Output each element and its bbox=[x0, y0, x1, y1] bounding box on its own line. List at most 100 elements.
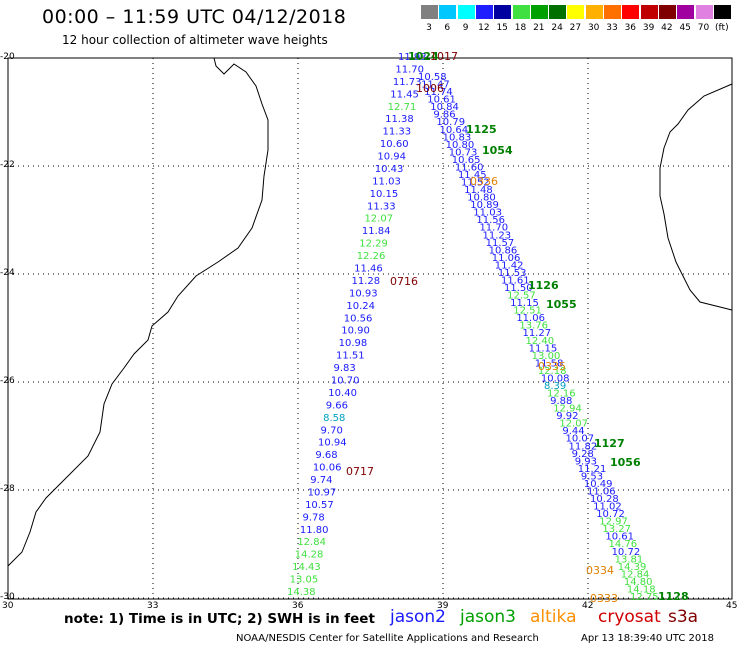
track-value: 10.06 bbox=[313, 463, 342, 474]
lat-label: -28 bbox=[0, 484, 15, 494]
track-value: 9.74 bbox=[310, 475, 332, 486]
track-value: 8.58 bbox=[323, 413, 345, 424]
scale-label: 3 bbox=[426, 23, 432, 33]
track-value: 11.15 bbox=[529, 343, 558, 354]
track-value: 1055 bbox=[546, 298, 577, 311]
satellite-label: altika bbox=[530, 607, 577, 627]
track-value: 10.60 bbox=[380, 139, 409, 150]
track-value: 11.57 bbox=[486, 238, 515, 249]
track-value: 9.44 bbox=[562, 426, 584, 437]
track-value: 14.18 bbox=[627, 584, 656, 595]
track-value: 1054 bbox=[482, 144, 513, 157]
track-value: 14.76 bbox=[608, 539, 637, 550]
track-value: 10.98 bbox=[339, 338, 368, 349]
scale-swatch bbox=[658, 5, 676, 19]
track-value: 10.93 bbox=[349, 288, 378, 299]
track-value: 10.79 bbox=[436, 117, 465, 128]
track-value: 10.86 bbox=[489, 245, 518, 256]
lat-label: -30 bbox=[0, 592, 15, 602]
track-value: 10.72 bbox=[612, 547, 641, 558]
track-value: 1127 bbox=[594, 437, 625, 450]
footer-note: note: 1) Time is in UTC; 2) SWH is in fe… bbox=[64, 611, 375, 627]
track-value: 10.65 bbox=[452, 155, 481, 166]
track-value: 11.82 bbox=[569, 441, 598, 452]
track-labels: 11.9311.7011.7311.4512.7111.3811.3310.60… bbox=[287, 50, 689, 605]
track-value: 10.61 bbox=[427, 95, 456, 106]
scale-label: 6 bbox=[444, 23, 451, 33]
track-value: 11.45 bbox=[390, 89, 419, 100]
track-value: 14.80 bbox=[624, 577, 653, 588]
track-value: 1024 bbox=[408, 50, 439, 63]
madagascar-coastline bbox=[659, 83, 733, 311]
track-value: 12.57 bbox=[507, 291, 536, 302]
scale-swatch bbox=[695, 5, 713, 19]
track-value: 11.61 bbox=[501, 275, 530, 286]
track-value: 11.38 bbox=[385, 114, 414, 125]
track-value: 12.40 bbox=[526, 336, 555, 347]
track-value: 11.46 bbox=[354, 264, 383, 275]
lat-label: -22 bbox=[0, 160, 15, 170]
track-value: 12.29 bbox=[359, 239, 388, 250]
track-value: 11.93 bbox=[398, 52, 427, 63]
lon-label: 45 bbox=[726, 601, 738, 611]
lon-label: 42 bbox=[582, 601, 594, 611]
track-value: 11.27 bbox=[522, 328, 551, 339]
scale-label: 12 bbox=[478, 23, 490, 33]
track-value: 11.33 bbox=[367, 201, 396, 212]
map-title: 00:00 – 11:59 UTC 04/12/2018 bbox=[42, 6, 347, 28]
satellite-label: s3a bbox=[668, 607, 699, 627]
track-value: 1126 bbox=[528, 279, 559, 292]
track-value: 12.97 bbox=[599, 517, 628, 528]
scale-swatch bbox=[567, 5, 585, 19]
track-value: 1006 bbox=[416, 82, 444, 95]
lat-label: -26 bbox=[0, 376, 15, 386]
scale-swatch bbox=[457, 5, 475, 19]
track-value: 10.43 bbox=[375, 164, 404, 175]
track-value: 10.57 bbox=[305, 500, 334, 511]
track-value: 11.03 bbox=[372, 176, 401, 187]
track-value: 11.45 bbox=[458, 170, 487, 181]
track-value: 13.81 bbox=[615, 554, 644, 565]
track-value: 11.03 bbox=[473, 208, 502, 219]
track-value: 9.28 bbox=[572, 449, 594, 460]
track-value: 11.73 bbox=[393, 77, 422, 88]
track-value: 14.28 bbox=[295, 550, 324, 561]
lon-label: 30 bbox=[2, 601, 14, 611]
track-value: 0333 bbox=[590, 592, 618, 605]
track-value: 12.51 bbox=[513, 306, 542, 317]
track-value: 0335 bbox=[538, 360, 566, 373]
track-value: 11.84 bbox=[362, 226, 391, 237]
track-value: 10.08 bbox=[541, 373, 570, 384]
track-value: 11.58 bbox=[535, 358, 564, 369]
track-value: 12.26 bbox=[357, 251, 386, 262]
lon-label: 36 bbox=[292, 601, 304, 611]
track-value: 11.42 bbox=[495, 260, 524, 271]
track-value: 10.80 bbox=[446, 140, 475, 151]
track-value: 1125 bbox=[466, 123, 497, 136]
track-value: 10.40 bbox=[328, 388, 357, 399]
track-value: 13.76 bbox=[519, 321, 548, 332]
track-value: 11.56 bbox=[476, 215, 505, 226]
track-value: 11.33 bbox=[383, 127, 412, 138]
track-value: 11.47 bbox=[421, 80, 450, 91]
track-value: 11.21 bbox=[578, 464, 607, 475]
scale-swatch bbox=[713, 5, 731, 19]
scale-label: 36 bbox=[624, 23, 637, 33]
track-value: 10.24 bbox=[346, 301, 375, 312]
track-value: 10.84 bbox=[430, 102, 459, 113]
track-value: 0717 bbox=[346, 465, 374, 478]
track-value: 13.27 bbox=[602, 524, 631, 535]
track-value: 11.74 bbox=[424, 87, 453, 98]
scale-swatch bbox=[585, 5, 603, 19]
lon-label: 39 bbox=[437, 601, 449, 611]
lon-label: 33 bbox=[147, 601, 159, 611]
track-value: 11.06 bbox=[492, 253, 521, 264]
track-value: 12.18 bbox=[538, 366, 567, 377]
track-value: 12.07 bbox=[559, 419, 588, 430]
track-value: 12.16 bbox=[547, 389, 576, 400]
scale-swatch bbox=[512, 5, 530, 19]
scale-swatch bbox=[494, 5, 512, 19]
track-value: 10.61 bbox=[605, 532, 634, 543]
scale-swatch bbox=[640, 5, 658, 19]
track-value: 1128 bbox=[658, 590, 689, 603]
